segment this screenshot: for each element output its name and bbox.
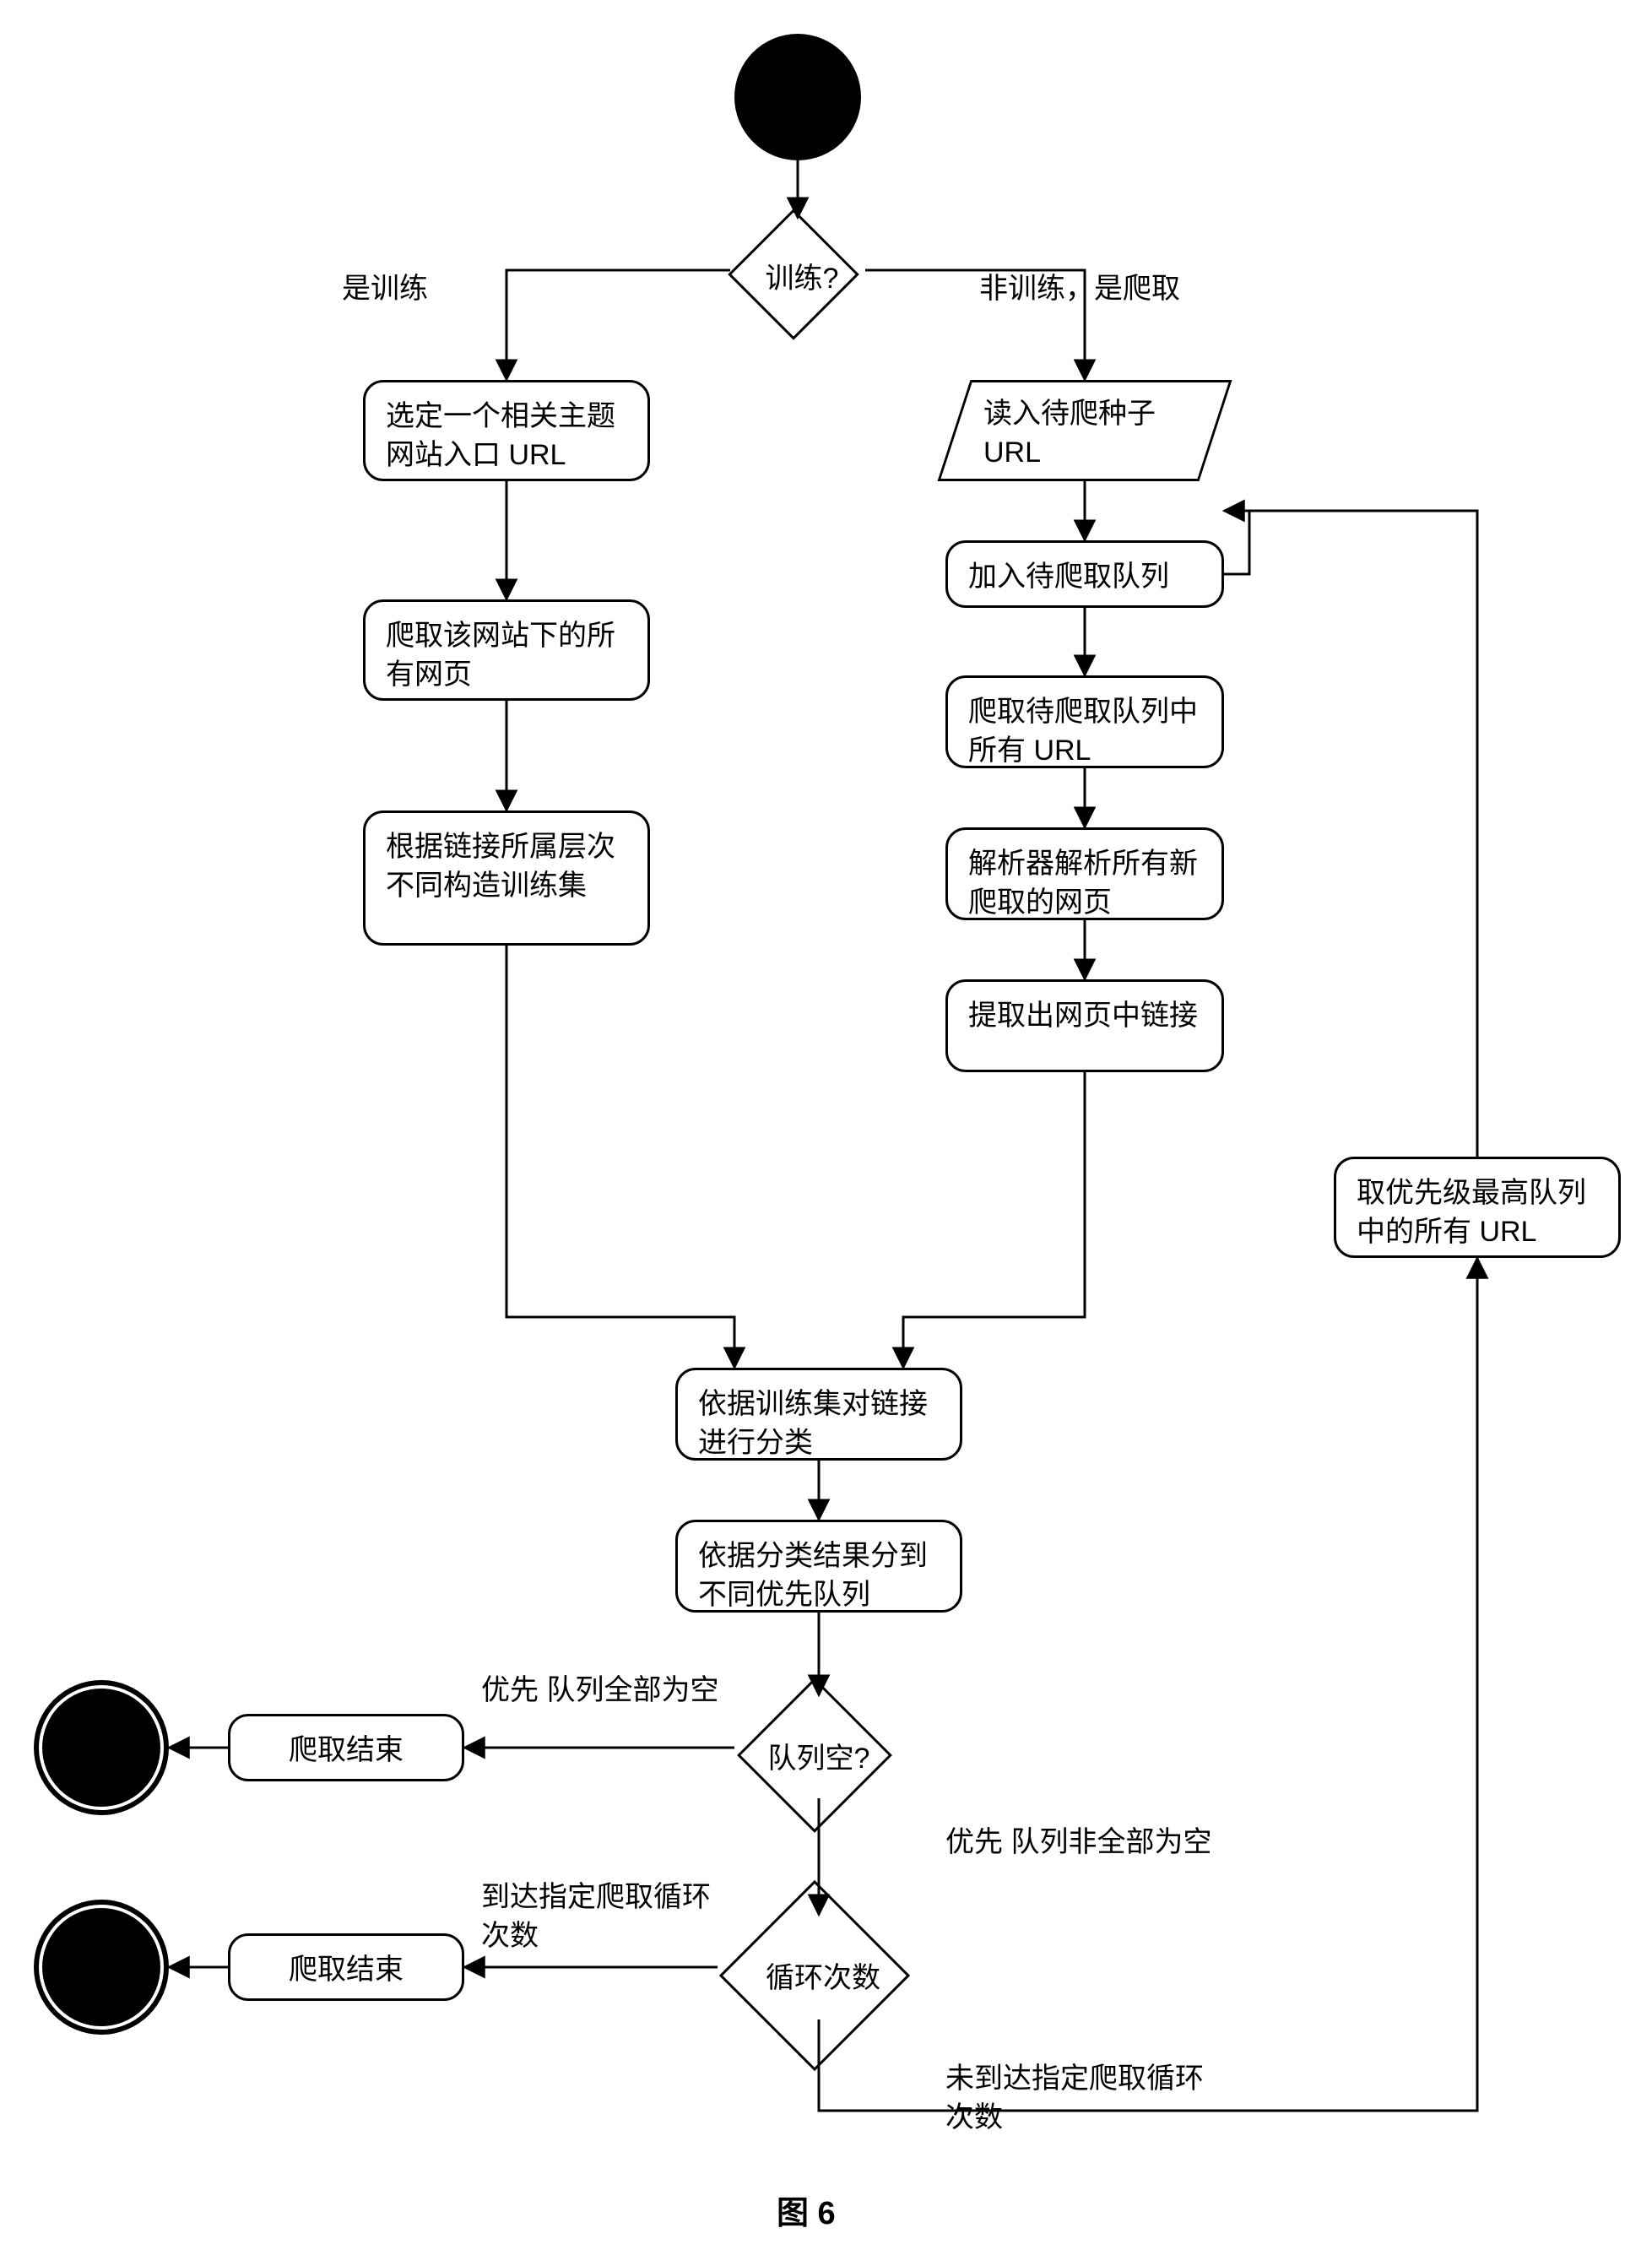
box-pick-highest-priority: 取优先级最高队列中的所有 URL [1334,1157,1621,1258]
box-crawl-queue-urls: 爬取待爬取队列中所有 URL [945,675,1224,768]
end-node-1 [34,1680,169,1815]
box-select-seed-site: 选定一个相关主题网站入口 URL [363,380,650,481]
box-build-training-set: 根据链接所属层次不同构造训练集 [363,810,650,946]
box-assign-priority: 依据分类结果分到不同优先队列 [675,1520,962,1613]
label-reach-loop: 到达指定爬取循环次数 [481,1878,734,1956]
label-not-train: 非训练，是爬取 [979,270,1180,309]
box-add-to-queue: 加入待爬取队列 [945,540,1224,608]
decision-queue-empty-label: 队列空? [756,1735,882,1776]
box-extract-links: 提取出网页中链接 [945,979,1224,1072]
decision-train-label: 训练? [751,255,853,296]
label-all-empty: 优先 队列全部为空 [481,1672,718,1710]
decision-loop-count-label: 循环次数 [756,1954,891,1996]
input-read-seed-url-label: 读入待爬种子 URL [983,395,1203,473]
box-classify-links: 依据训练集对链接进行分类 [675,1368,962,1461]
box-parse-pages: 解析器解析所有新爬取的网页 [945,827,1224,920]
box-crawl-all-pages: 爬取该网站下的所有网页 [363,599,650,701]
label-not-reach: 未到达指定爬取循环次数 [945,2060,1216,2138]
end-node-2 [34,1900,169,2035]
label-is-train: 是训练 [342,270,428,309]
box-end-2: 爬取结束 [228,1933,464,2001]
figure-caption: 图 6 [777,2187,836,2233]
label-not-empty: 优先 队列非全部为空 [945,1824,1211,1862]
box-end-1: 爬取结束 [228,1714,464,1781]
start-node [734,34,861,160]
